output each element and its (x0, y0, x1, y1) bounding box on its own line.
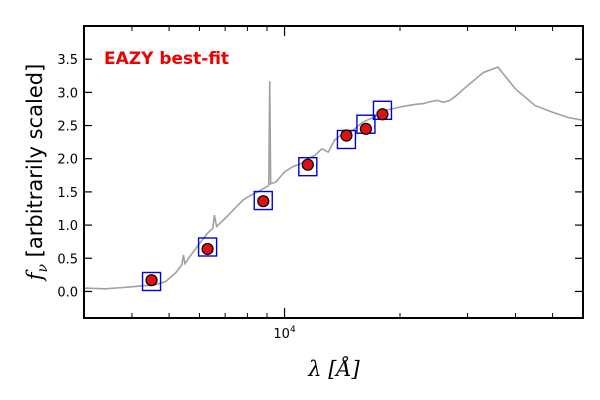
model-photometry-box (298, 156, 318, 177)
observed-photometry-point (145, 274, 158, 287)
y-tick-label: 1.0 (57, 219, 78, 234)
observed-photometry-point (359, 122, 373, 135)
model-photometry-box (197, 237, 218, 257)
template-layer (83, 66, 584, 290)
y-tick-label: 0.0 (57, 285, 78, 300)
observed-photometry-point (257, 195, 270, 208)
observed-photometry-point (340, 129, 353, 142)
y-tick-label: 3.0 (57, 86, 78, 101)
model-photometry-box (253, 190, 273, 211)
y-tick-label: 3.5 (57, 53, 78, 68)
observed-photometry-point (301, 158, 314, 171)
model-photometry-box (141, 271, 162, 292)
x-axis-label: λ [Å] (307, 356, 360, 381)
plot-frame (83, 25, 584, 319)
y-tick-label: 1.5 (57, 186, 78, 201)
axis-ticks: 0.0 0.5 1.0 1.5 2.0 2.5 3.0 3.5 104 (57, 26, 583, 342)
observed-photometry-point (376, 108, 389, 121)
x-tick-label: 104 (273, 325, 296, 342)
y-tick-label: 0.5 (57, 252, 78, 267)
chart-annotation: EAZY best-fit (104, 49, 229, 69)
observed-photometry-layer (145, 108, 389, 287)
template-spectrum-line (83, 66, 584, 290)
y-axis-label: fν [arbitrarily scaled] (23, 64, 51, 283)
y-tick-label: 2.5 (57, 120, 78, 135)
observed-photometry-point (201, 242, 214, 256)
y-tick-label: 2.0 (57, 153, 78, 168)
